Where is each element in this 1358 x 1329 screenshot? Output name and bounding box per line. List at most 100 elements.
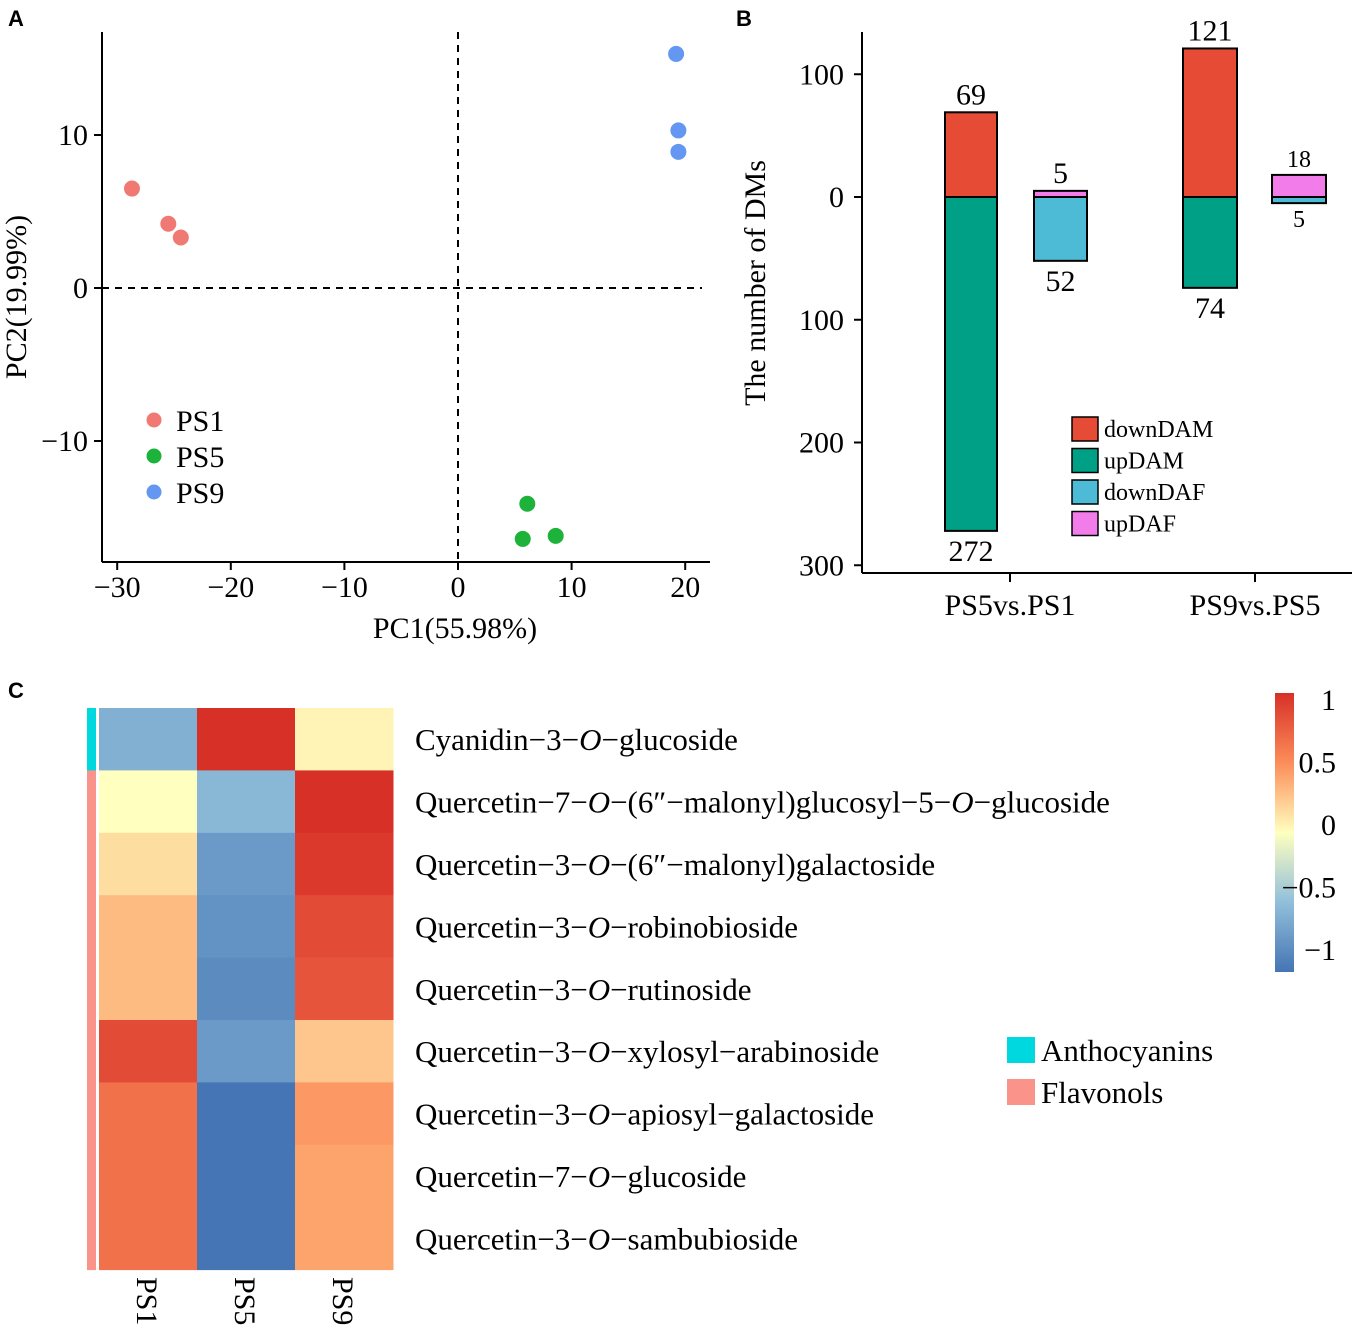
pca-x-tick-label: 0 bbox=[451, 571, 466, 604]
heatmap-row-label: Quercetin−3−O−robinobioside bbox=[415, 909, 798, 944]
heatmap-cell bbox=[295, 832, 394, 896]
heatmap-row-label: Quercetin−7−O−(6″−malonyl)glucosyl−5−O−g… bbox=[415, 785, 1110, 820]
heatmap-cell bbox=[197, 832, 296, 896]
bar-y-tick-label: 100 bbox=[799, 304, 844, 337]
bar-legend-label-downdam: downDAM bbox=[1104, 417, 1213, 443]
bar-updam bbox=[1182, 196, 1238, 289]
bar-x-tick-label: PS9vs.PS5 bbox=[1190, 589, 1321, 622]
row-label-part: Quercetin−3− bbox=[415, 1097, 588, 1132]
group-legend-swatch-flavonols bbox=[1007, 1079, 1035, 1105]
color-scale-bar bbox=[1275, 693, 1294, 972]
pca-y-tick-label: 0 bbox=[73, 272, 88, 305]
color-scale-tick-label: 1 bbox=[1321, 684, 1336, 717]
color-scale-tick-label: 0 bbox=[1321, 809, 1336, 842]
heatmap: Cyanidin−3−O−glucosideQuercetin−7−O−(6″−… bbox=[87, 684, 1336, 1325]
pca-point-ps9 bbox=[668, 45, 685, 62]
bar-series bbox=[944, 47, 1327, 532]
heatmap-group-cell bbox=[87, 1207, 96, 1271]
heatmap-cells bbox=[99, 708, 394, 1271]
row-label-part: Quercetin−3− bbox=[415, 847, 588, 882]
bar-label-updaf: 5 bbox=[1053, 157, 1068, 190]
pca-point-ps9 bbox=[670, 143, 687, 160]
pca-legend-marker-ps1 bbox=[146, 412, 162, 428]
row-label-part: Quercetin−3− bbox=[415, 1034, 588, 1069]
bar-y-tick-label: 0 bbox=[829, 181, 844, 214]
row-label-part: −xylosyl−arabinoside bbox=[610, 1034, 879, 1069]
bar-label-updam: 74 bbox=[1195, 292, 1225, 325]
bar-updam bbox=[944, 196, 998, 532]
heatmap-cell bbox=[99, 708, 198, 771]
bar-legend-swatch-downdaf bbox=[1071, 479, 1099, 505]
row-label-italic: O bbox=[588, 1221, 610, 1256]
pca-legend-label-ps9: PS9 bbox=[176, 477, 224, 510]
bar-legend-swatch-updam bbox=[1071, 447, 1099, 474]
heatmap-cell bbox=[99, 957, 198, 1021]
bar-label-downdam: 69 bbox=[956, 78, 986, 111]
row-label-part: Quercetin−3− bbox=[415, 909, 588, 944]
row-label-italic: O bbox=[588, 972, 610, 1007]
row-label-part: Quercetin−7− bbox=[415, 785, 588, 820]
heatmap-group-legend: Anthocyanins Flavonols bbox=[1007, 1033, 1213, 1110]
heatmap-cell bbox=[99, 895, 198, 959]
heatmap-row-labels: Cyanidin−3−O−glucosideQuercetin−7−O−(6″−… bbox=[415, 722, 1110, 1256]
heatmap-group-cell bbox=[87, 832, 96, 896]
heatmap-cell bbox=[99, 1082, 198, 1146]
heatmap-cell bbox=[99, 770, 198, 834]
row-label-italic: O bbox=[588, 785, 610, 820]
pca-point-ps5 bbox=[519, 495, 536, 512]
heatmap-cell bbox=[99, 1144, 198, 1208]
heatmap-cell bbox=[295, 708, 394, 771]
heatmap-row-label: Quercetin−3−O−xylosyl−arabinoside bbox=[415, 1034, 879, 1069]
row-label-part: −sambubioside bbox=[610, 1221, 798, 1256]
row-label-italic: O bbox=[588, 847, 610, 882]
bar-y-ticks: 100 0 100 200 300 bbox=[799, 58, 862, 582]
pca-point-ps9 bbox=[670, 122, 687, 139]
pca-x-tick-label: 10 bbox=[557, 571, 587, 604]
heatmap-cell bbox=[295, 770, 394, 834]
pca-y-tick-label: 10 bbox=[58, 119, 88, 152]
row-label-part: −glucoside bbox=[602, 722, 738, 757]
color-scale-tick-label: −1 bbox=[1304, 934, 1336, 967]
row-label-part: −robinobioside bbox=[610, 909, 798, 944]
heatmap-column-labels: PS1 PS5 PS9 bbox=[130, 1277, 359, 1325]
row-label-italic: O bbox=[588, 1097, 610, 1132]
heatmap-cell bbox=[99, 832, 198, 896]
row-label-italic: O bbox=[951, 785, 973, 820]
bar-downdaf bbox=[1271, 196, 1327, 205]
heatmap-column-label: PS1 bbox=[130, 1277, 163, 1325]
pca-x-tick-label: −10 bbox=[321, 571, 368, 604]
color-scale-tick-label: −0.5 bbox=[1282, 872, 1336, 905]
bar-updaf bbox=[1271, 173, 1327, 198]
pca-legend-marker-ps9 bbox=[146, 484, 162, 500]
heatmap-cell bbox=[197, 770, 296, 834]
panel-label-a: A bbox=[8, 6, 24, 31]
pca-points bbox=[123, 45, 687, 547]
bar-label-downdam: 121 bbox=[1188, 14, 1233, 47]
bar-downdam bbox=[1182, 47, 1238, 198]
heatmap-column-label: PS9 bbox=[326, 1277, 359, 1325]
heatmap-cell bbox=[99, 1207, 198, 1271]
heatmap-group-cell bbox=[87, 895, 96, 959]
heatmap-row-label: Quercetin−3−O−apiosyl−galactoside bbox=[415, 1097, 874, 1132]
pca-x-tick-label: −20 bbox=[207, 571, 254, 604]
heatmap-column-label: PS5 bbox=[228, 1277, 261, 1325]
bar-legend-label-updam: upDAM bbox=[1104, 449, 1184, 475]
pca-legend-label-ps5: PS5 bbox=[176, 441, 224, 474]
heatmap-cell bbox=[295, 957, 394, 1021]
heatmap-row-label: Cyanidin−3−O−glucoside bbox=[415, 722, 738, 757]
pca-x-axis-title: PC1(55.98%) bbox=[373, 612, 537, 645]
heatmap-color-scale: 1 0.5 0 −0.5 −1 bbox=[1275, 684, 1336, 972]
row-label-part: Cyanidin−3− bbox=[415, 722, 579, 757]
row-label-part: −rutinoside bbox=[610, 972, 751, 1007]
pca-y-tick-label: −10 bbox=[41, 425, 88, 458]
row-label-part: −glucoside bbox=[610, 1159, 746, 1194]
row-label-part: −glucoside bbox=[974, 785, 1110, 820]
pca-point-ps1 bbox=[172, 229, 189, 246]
heatmap-row-label: Quercetin−3−O−rutinoside bbox=[415, 972, 752, 1007]
bar-legend-swatch-downdam bbox=[1071, 416, 1099, 442]
pca-reference-lines bbox=[102, 32, 702, 562]
row-label-part: Quercetin−3− bbox=[415, 972, 588, 1007]
bar-legend-label-updaf: upDAF bbox=[1104, 512, 1176, 538]
